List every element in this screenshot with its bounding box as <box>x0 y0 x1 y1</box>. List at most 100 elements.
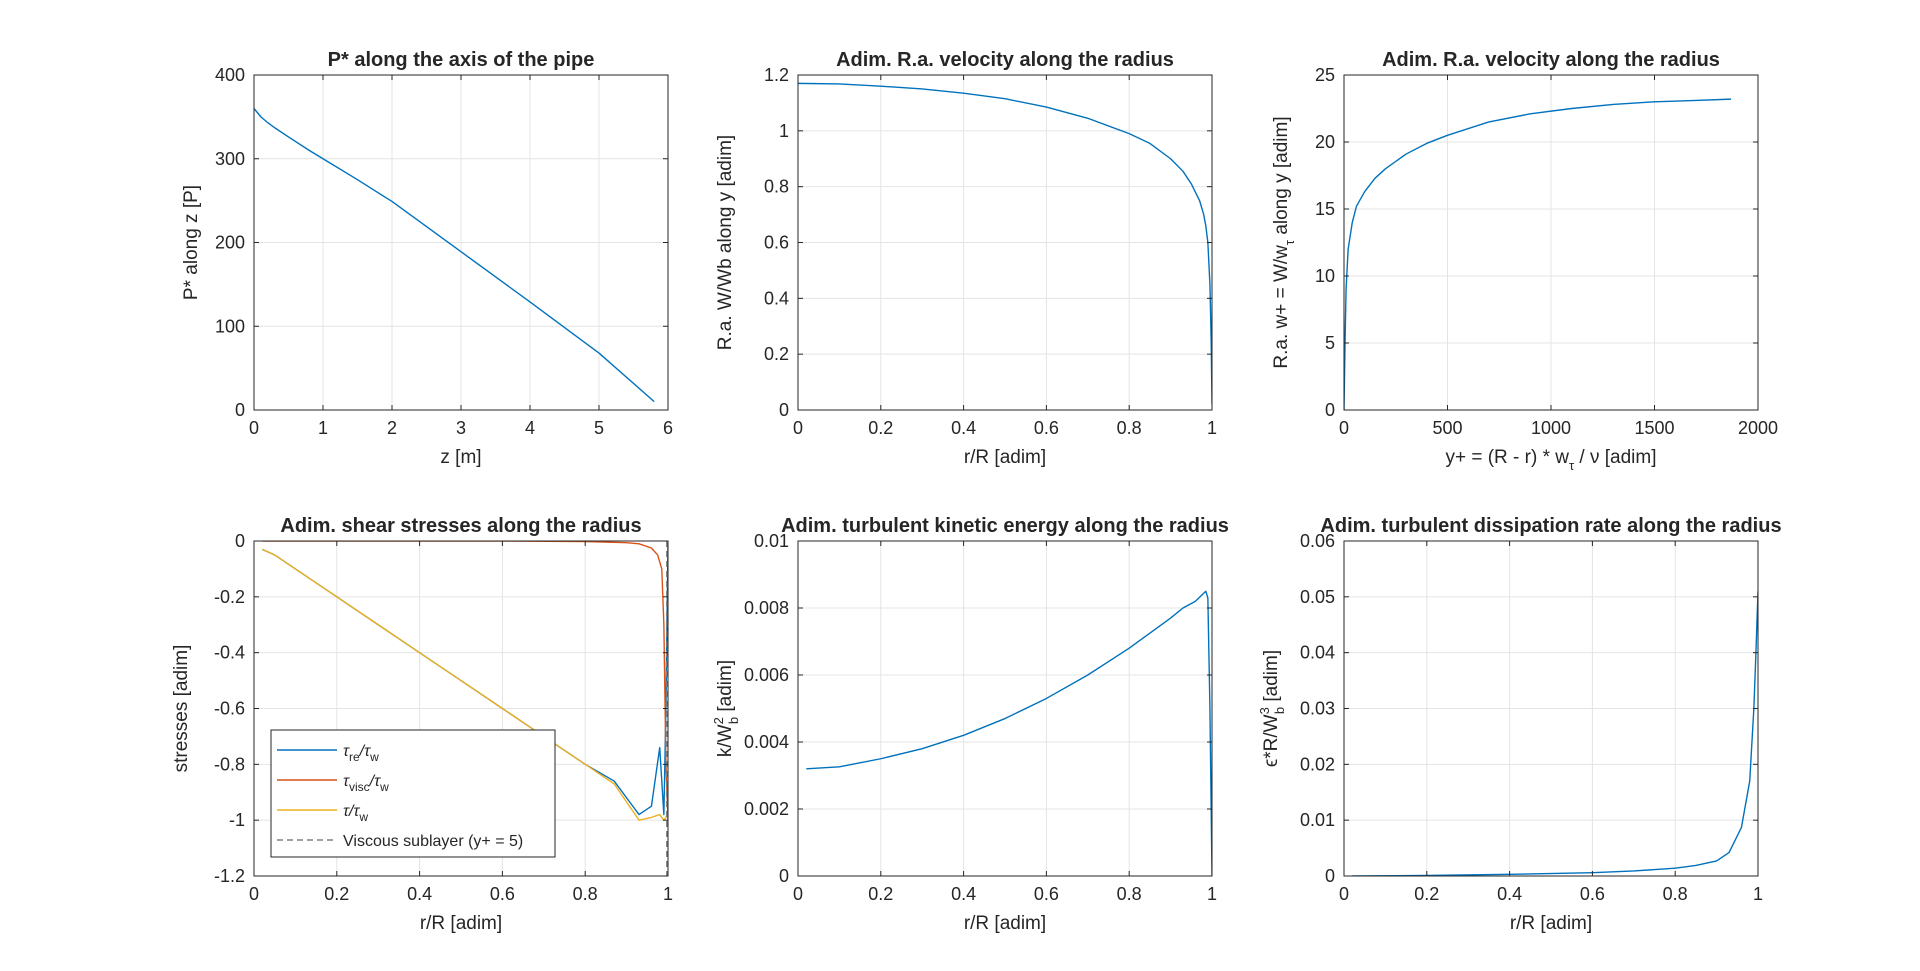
legend-entry-label: Viscous sublayer (y+ = 5) <box>343 833 523 850</box>
x-axis-label: r/R [adim] <box>964 913 1046 934</box>
x-tick-label: 3 <box>456 418 466 438</box>
x-tick-label: 2 <box>387 418 397 438</box>
subplot-dissipation-rate: 0 0.2 0.4 0.6 0.8 100.010.020.030.040.050.06 … <box>1257 515 1782 934</box>
x-axis-label-part: / ν [adim] <box>1574 447 1656 468</box>
x-tick-label: 0.6 <box>1034 884 1059 904</box>
subplot-velocity-along-radius: 0 0.2 0.4 0.6 0.8 1 0 0.2 0.4 0.6 0.8 1 1.2 Adim. R.… <box>715 49 1217 468</box>
x-axis-label: r/R [adim] <box>1510 913 1592 934</box>
x-tick-label: 0.6 <box>1034 418 1059 438</box>
x-tick-label: 5 <box>594 418 604 438</box>
plot-area <box>1352 591 1758 876</box>
x-tick-label: 0.4 <box>951 418 976 438</box>
y-tick-label: 0.01 <box>754 531 789 551</box>
y-tick-label: 0.03 <box>1300 699 1335 719</box>
x-tick-label: 500 <box>1432 418 1462 438</box>
x-tick-label: 0.4 <box>1497 884 1522 904</box>
ticks: 0 0.2 0.4 0.6 0.8 1 0 0.002 0.004 0.006 0.008 0.01 <box>744 531 1217 904</box>
plot-title: Adim. turbulent kinetic energy along the… <box>781 515 1229 537</box>
legend-text-sub: w <box>379 780 389 794</box>
axes-background <box>798 541 1212 876</box>
x-tick-label: 0.2 <box>868 884 893 904</box>
x-tick-label: 0.6 <box>1580 884 1605 904</box>
x-axis-label: y+ = (R - r) * wτ / ν [adim] <box>1445 447 1656 473</box>
y-tick-label: -1.2 <box>214 866 245 886</box>
grid <box>1343 540 1759 877</box>
x-tick-label: 0 <box>249 418 259 438</box>
legend-text-part: τ <box>343 773 350 790</box>
legend-text-sub: visc <box>349 780 370 794</box>
x-tick-label: 0.8 <box>1117 884 1142 904</box>
y-tick-label: 0.006 <box>744 665 789 685</box>
series-line-0 <box>806 590 1212 876</box>
series-line-1 <box>262 541 668 821</box>
y-axis-label: R.a. W/Wb along y [adim] <box>715 135 736 350</box>
x-tick-label: 1500 <box>1634 418 1674 438</box>
series-line-0 <box>1344 98 1732 410</box>
plot-area <box>1344 98 1732 410</box>
x-tick-label: 2000 <box>1738 418 1778 438</box>
series-line-0 <box>1352 591 1758 876</box>
plot-title: P* along the axis of the pipe <box>328 49 595 71</box>
x-tick-label: 4 <box>525 418 535 438</box>
y-tick-label: -0.2 <box>214 587 245 607</box>
x-tick-label: 0.8 <box>1663 884 1688 904</box>
x-tick-label: 0.8 <box>573 884 598 904</box>
y-tick-label: 1.2 <box>764 65 789 85</box>
x-tick-label: 0.4 <box>407 884 432 904</box>
y-axis-label: P* along z [P] <box>181 185 202 300</box>
y-tick-label: 0 <box>779 400 789 420</box>
y-tick-label: 0.8 <box>764 177 789 197</box>
x-tick-label: 0 <box>793 884 803 904</box>
y-tick-label: 15 <box>1315 199 1335 219</box>
legend-text-sub: re <box>349 750 360 764</box>
x-axis-label-sub: τ <box>1569 458 1575 473</box>
series-line-0 <box>254 108 655 403</box>
y-tick-label: -1 <box>229 810 245 830</box>
legend-text-part: /τ <box>369 773 381 790</box>
x-tick-label: 1 <box>663 884 673 904</box>
ticks: 0 0.2 0.4 0.6 0.8 1 -1.2 -1 -0.8 -0.6 -0.4 -0.2 0 <box>214 531 673 904</box>
x-axis-label: r/R [adim] <box>420 913 502 934</box>
ticks: 0 1 2 3 4 5 6 0 100 200 300 400 <box>215 65 673 438</box>
legend-box <box>270 729 556 858</box>
y-tick-label: 0 <box>779 866 789 886</box>
y-tick-label: -0.6 <box>214 699 245 719</box>
y-axis-label-part: k/W <box>715 724 736 757</box>
plot-title: Adim. R.a. velocity along the radius <box>836 49 1174 71</box>
legend-entry-label: τ/τw <box>343 803 368 824</box>
x-tick-label: 1 <box>1207 418 1217 438</box>
y-tick-label: 0.002 <box>744 799 789 819</box>
x-axis-label-part: y+ = (R - r) * w <box>1445 447 1569 468</box>
y-tick-label: 300 <box>215 149 245 169</box>
y-axis-label-part: along y [adim] <box>1271 116 1292 240</box>
subplot-velocity-wall-units: 0 500 1000 1500 2000 0 5 10 15 20 25 Adim. R.a. ve… <box>1271 49 1778 473</box>
subplot-turbulent-kinetic-energy: 0 0.2 0.4 0.6 0.8 100.0020.0040.0060.0080.01 … <box>711 515 1229 934</box>
y-axis-label: ϵ*R/W3b [adim] <box>1257 650 1287 767</box>
y-axis-label: R.a. w+ = W/wτ along y [adim] <box>1271 116 1297 368</box>
x-tick-label: 0 <box>1339 884 1349 904</box>
plot-area <box>254 108 655 403</box>
y-tick-label: 0 <box>1325 866 1335 886</box>
legend-text-part: /τ <box>359 743 371 760</box>
y-tick-label: 20 <box>1315 132 1335 152</box>
y-axis-label: stresses [adim] <box>171 645 192 773</box>
y-tick-label: 0.04 <box>1300 643 1335 663</box>
y-tick-label: 0.6 <box>764 233 789 253</box>
x-tick-label: 0.8 <box>1117 418 1142 438</box>
y-axis-label-sub: b <box>726 717 741 724</box>
y-axis-label-sup: 2 <box>711 717 726 724</box>
y-tick-label: 10 <box>1315 266 1335 286</box>
axes-frame <box>797 540 1213 877</box>
x-tick-label: 1 <box>1753 884 1763 904</box>
y-tick-label: 100 <box>215 316 245 336</box>
subplot-pressure-along-axis: 0 1 2 3 4 5 6 0 100 200 300 400 P* along the axis o… <box>181 49 673 468</box>
y-tick-label: 0.4 <box>764 288 789 308</box>
y-tick-label: 25 <box>1315 65 1335 85</box>
y-axis-label-part: [adim] <box>715 660 736 717</box>
legend-text-sub: w <box>358 810 368 824</box>
x-tick-label: 1000 <box>1531 418 1571 438</box>
x-tick-label: 0 <box>793 418 803 438</box>
y-tick-label: -0.4 <box>214 643 245 663</box>
y-tick-label: 0.01 <box>1300 810 1335 830</box>
